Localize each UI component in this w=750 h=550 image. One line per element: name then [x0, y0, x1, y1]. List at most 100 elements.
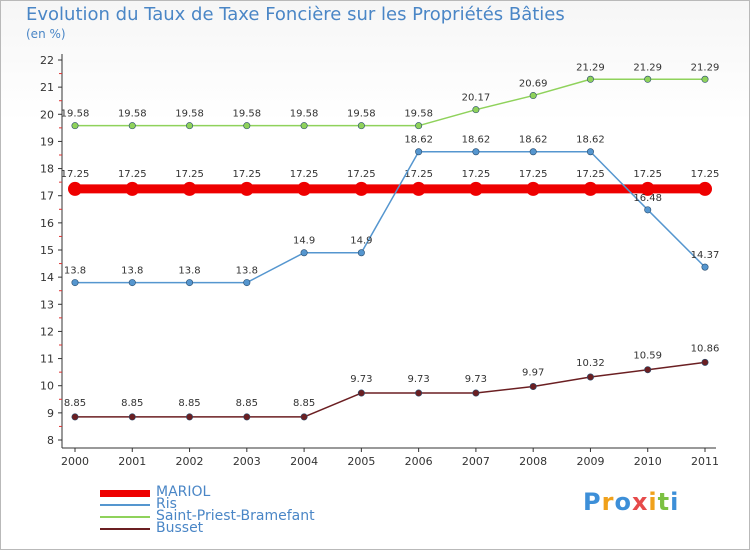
data-label: 13.8 — [121, 266, 143, 277]
chart-title: Evolution du Taux de Taxe Foncière sur l… — [26, 4, 565, 25]
data-label: 17.25 — [175, 169, 204, 180]
x-tick-label: 2010 — [634, 455, 662, 468]
data-point — [472, 148, 480, 156]
x-tick-label: 2009 — [576, 455, 604, 468]
data-label: 17.25 — [347, 169, 376, 180]
y-tick-label: 11 — [40, 353, 54, 366]
y-tick-label: 22 — [40, 54, 54, 67]
legend-label: Ris — [156, 496, 177, 512]
data-point — [243, 413, 251, 421]
data-label: 9.97 — [522, 368, 544, 379]
data-point — [644, 75, 652, 83]
data-label: 19.58 — [232, 109, 261, 120]
legend-label: MARIOL — [156, 484, 211, 500]
data-label: 17.25 — [633, 169, 662, 180]
data-point — [186, 279, 194, 287]
x-tick-label: 2004 — [290, 455, 318, 468]
y-tick-label: 8 — [47, 434, 54, 447]
data-label: 17.25 — [118, 169, 147, 180]
x-tick-label: 2006 — [405, 455, 433, 468]
data-point — [586, 75, 594, 83]
data-label: 19.58 — [175, 109, 204, 120]
logo-letter: i — [670, 488, 680, 516]
data-point — [586, 148, 594, 156]
data-label: 18.62 — [404, 135, 433, 146]
logo-letter: o — [614, 488, 632, 516]
x-tick-label: 2001 — [118, 455, 146, 468]
data-label: 8.85 — [236, 398, 258, 409]
data-label: 20.69 — [519, 79, 548, 90]
data-label: 20.17 — [462, 93, 491, 104]
y-tick-label: 14 — [40, 271, 54, 284]
data-label: 13.8 — [64, 266, 86, 277]
data-label: 17.25 — [462, 169, 491, 180]
data-point — [300, 249, 308, 257]
data-point — [243, 279, 251, 287]
data-label: 8.85 — [178, 398, 200, 409]
data-point — [701, 263, 709, 271]
y-tick-label: 17 — [40, 190, 54, 203]
data-point — [468, 181, 483, 196]
y-tick-label: 19 — [40, 135, 54, 148]
data-point — [472, 106, 480, 114]
y-tick-label: 15 — [40, 244, 54, 257]
data-point — [644, 206, 652, 214]
data-point — [68, 181, 82, 196]
data-label: 9.73 — [465, 374, 487, 385]
legend-swatch — [100, 504, 150, 506]
data-label: 17.25 — [232, 169, 261, 180]
data-label: 17.25 — [290, 169, 319, 180]
y-tick-label: 21 — [40, 81, 54, 94]
data-point — [71, 122, 79, 130]
data-point — [239, 181, 254, 196]
data-label: 17.25 — [691, 169, 720, 180]
data-point — [243, 122, 251, 130]
data-point — [472, 389, 480, 397]
data-point — [128, 413, 136, 421]
data-point — [529, 92, 537, 100]
data-label: 16.48 — [633, 193, 662, 204]
data-label: 17.25 — [576, 169, 605, 180]
legend-swatch — [100, 516, 150, 518]
y-tick-label: 13 — [40, 298, 54, 311]
data-point — [297, 181, 312, 196]
data-point — [125, 181, 140, 196]
logo-letter: i — [648, 488, 658, 516]
data-label: 19.58 — [290, 109, 319, 120]
chart-unit-label: (en %) — [26, 27, 66, 41]
data-label: 19.58 — [347, 109, 376, 120]
data-point — [411, 181, 426, 196]
data-label: 18.62 — [462, 135, 491, 146]
data-label: 18.62 — [519, 135, 548, 146]
data-label: 14.37 — [691, 250, 720, 261]
y-tick-label: 10 — [40, 380, 54, 393]
y-tick-label: 16 — [40, 217, 54, 230]
logo-letter: x — [631, 488, 649, 516]
data-point — [182, 181, 197, 196]
data-label: 8.85 — [293, 398, 315, 409]
data-label: 19.58 — [118, 109, 147, 120]
legend-swatch — [100, 490, 150, 497]
x-tick-label: 2000 — [61, 455, 89, 468]
data-label: 19.58 — [61, 109, 90, 120]
data-point — [357, 122, 365, 130]
x-tick-label: 2005 — [347, 455, 375, 468]
series-line-1 — [75, 150, 706, 284]
legend-swatch — [100, 528, 150, 530]
data-label: 13.8 — [178, 266, 200, 277]
data-point — [415, 148, 423, 156]
legend-label: Saint-Priest-Bramefant — [156, 508, 315, 524]
data-point — [415, 122, 423, 130]
data-point — [128, 279, 136, 287]
data-point — [300, 413, 308, 421]
data-label: 19.58 — [404, 109, 433, 120]
x-tick-label: 2003 — [233, 455, 261, 468]
data-point — [529, 383, 537, 391]
logo-letter: r — [601, 488, 615, 516]
data-label: 9.73 — [350, 374, 372, 385]
data-point — [529, 148, 537, 156]
data-label: 17.25 — [61, 169, 90, 180]
y-tick-label: 12 — [40, 325, 54, 338]
data-label: 14.9 — [293, 236, 315, 247]
